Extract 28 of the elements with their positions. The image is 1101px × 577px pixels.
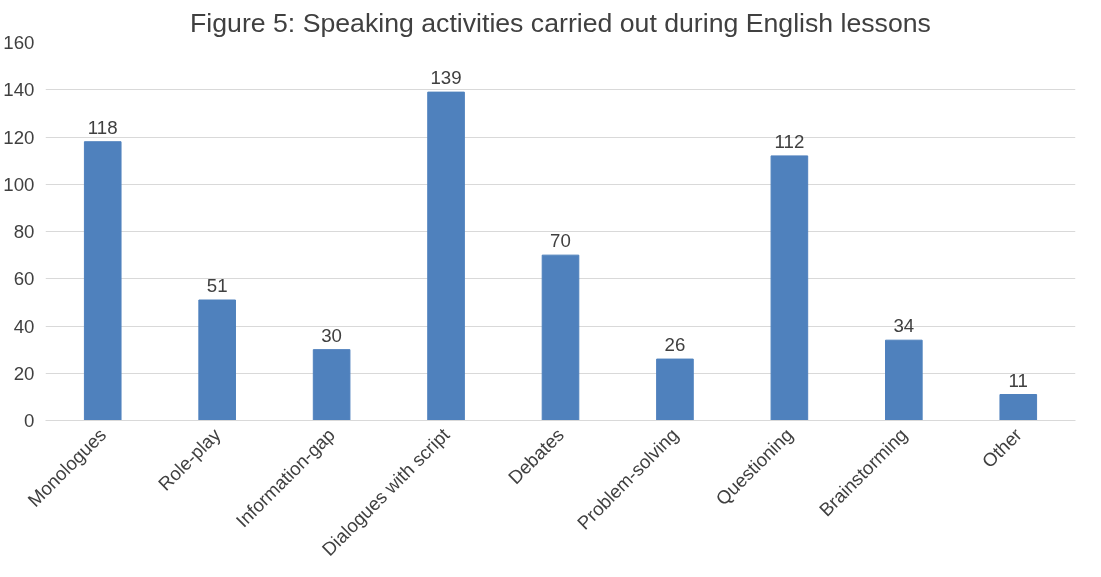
y-tick-label: 80 bbox=[13, 221, 35, 242]
y-tick-label: 120 bbox=[3, 126, 35, 148]
bar bbox=[427, 91, 465, 421]
bar bbox=[885, 339, 923, 421]
bar bbox=[770, 155, 809, 421]
data-label: 118 bbox=[87, 116, 118, 138]
data-label: 34 bbox=[893, 315, 915, 337]
y-tick-label: 0 bbox=[24, 410, 35, 431]
y-tick-label: 160 bbox=[3, 32, 35, 53]
y-tick-label: 20 bbox=[13, 362, 35, 384]
bar bbox=[656, 358, 694, 421]
data-label: 139 bbox=[430, 67, 462, 89]
y-tick-label: 140 bbox=[3, 79, 35, 101]
data-label: 112 bbox=[774, 130, 805, 152]
data-label: 11 bbox=[1008, 369, 1028, 391]
chart-title: Figure 5: Speaking activities carried out during English lessons bbox=[190, 7, 931, 38]
bar bbox=[541, 254, 580, 421]
bar bbox=[312, 349, 351, 421]
data-label: 70 bbox=[550, 230, 571, 252]
bar bbox=[83, 141, 122, 421]
y-tick-label: 60 bbox=[13, 268, 35, 290]
data-label: 30 bbox=[321, 324, 342, 346]
bar bbox=[198, 299, 236, 421]
y-tick-label: 40 bbox=[13, 315, 35, 337]
y-tick-label: 100 bbox=[3, 173, 35, 195]
data-label: 26 bbox=[664, 334, 686, 356]
bar bbox=[999, 394, 1038, 421]
data-label: 51 bbox=[206, 275, 228, 297]
